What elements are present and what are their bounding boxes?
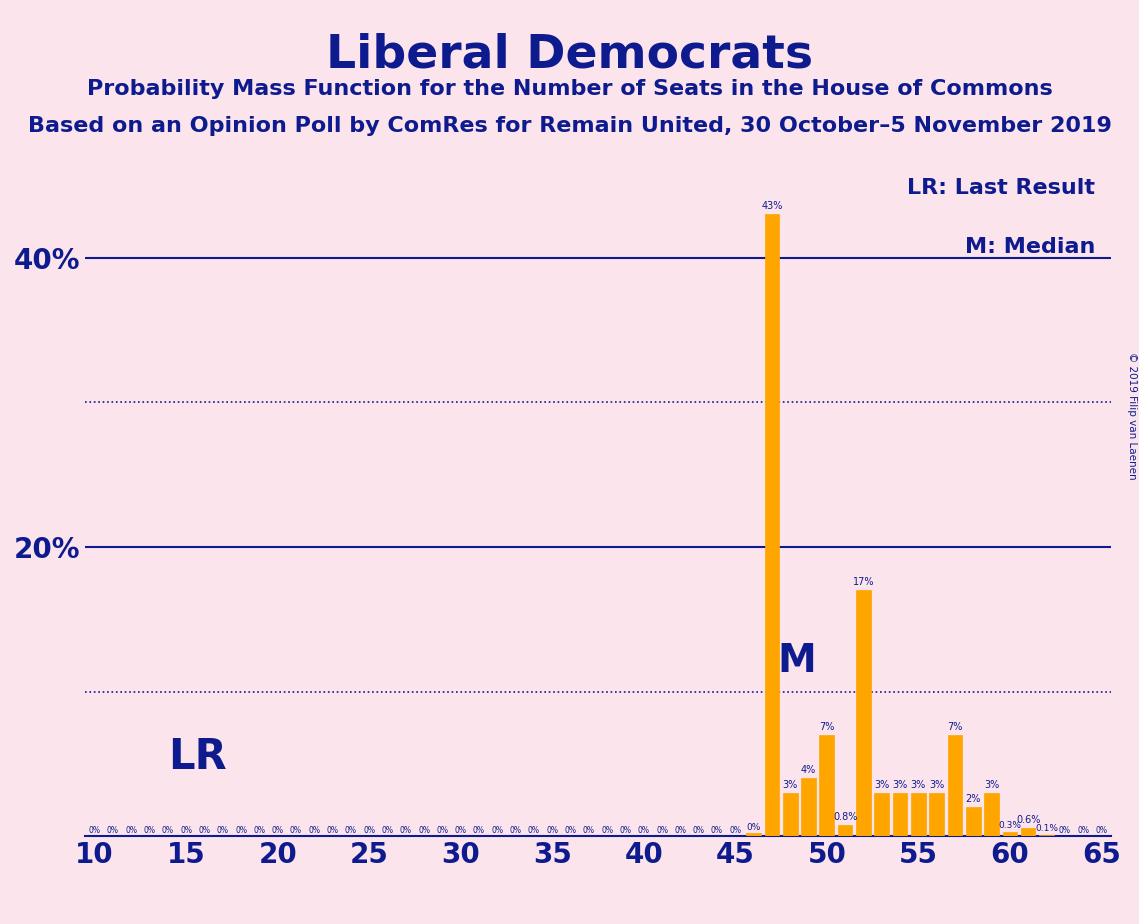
Text: 3%: 3% bbox=[929, 780, 944, 790]
Text: 17%: 17% bbox=[853, 578, 874, 588]
Bar bbox=[1039, 834, 1054, 836]
Text: 0%: 0% bbox=[89, 826, 100, 834]
Text: 0%: 0% bbox=[527, 826, 540, 834]
Text: M: M bbox=[777, 642, 817, 680]
Text: 0.8%: 0.8% bbox=[833, 812, 858, 821]
Text: 3%: 3% bbox=[911, 780, 926, 790]
Text: 0%: 0% bbox=[1059, 826, 1071, 834]
Text: 0%: 0% bbox=[547, 826, 558, 834]
Text: 0%: 0% bbox=[711, 826, 723, 834]
Text: 0%: 0% bbox=[473, 826, 485, 834]
Text: Liberal Democrats: Liberal Democrats bbox=[326, 32, 813, 78]
Bar bbox=[782, 793, 797, 836]
Text: 0%: 0% bbox=[180, 826, 192, 834]
Text: 0%: 0% bbox=[693, 826, 705, 834]
Text: 0%: 0% bbox=[1096, 826, 1107, 834]
Bar bbox=[1021, 828, 1035, 836]
Text: 7%: 7% bbox=[948, 722, 962, 732]
Text: 0%: 0% bbox=[565, 826, 576, 834]
Bar bbox=[1002, 832, 1017, 836]
Text: 0%: 0% bbox=[436, 826, 449, 834]
Text: 0%: 0% bbox=[144, 826, 156, 834]
Text: 3%: 3% bbox=[874, 780, 890, 790]
Text: 0%: 0% bbox=[235, 826, 247, 834]
Bar bbox=[764, 214, 779, 836]
Bar bbox=[801, 778, 816, 836]
Text: 0%: 0% bbox=[327, 826, 338, 834]
Bar bbox=[857, 590, 870, 836]
Text: 0%: 0% bbox=[620, 826, 631, 834]
Text: Probability Mass Function for the Number of Seats in the House of Commons: Probability Mass Function for the Number… bbox=[87, 79, 1052, 99]
Text: 0%: 0% bbox=[162, 826, 174, 834]
Text: 0%: 0% bbox=[746, 823, 761, 832]
Text: 0%: 0% bbox=[418, 826, 431, 834]
Text: 0%: 0% bbox=[216, 826, 229, 834]
Text: 0.6%: 0.6% bbox=[1016, 815, 1040, 824]
Bar bbox=[966, 808, 981, 836]
Bar bbox=[819, 735, 834, 836]
Text: 3%: 3% bbox=[892, 780, 908, 790]
Text: M: Median: M: Median bbox=[965, 237, 1096, 258]
Text: © 2019 Filip van Laenen: © 2019 Filip van Laenen bbox=[1126, 352, 1137, 480]
Text: 0%: 0% bbox=[253, 826, 265, 834]
Text: Based on an Opinion Poll by ComRes for Remain United, 30 October–5 November 2019: Based on an Opinion Poll by ComRes for R… bbox=[27, 116, 1112, 136]
Text: 0.3%: 0.3% bbox=[999, 821, 1022, 831]
Text: 0%: 0% bbox=[107, 826, 118, 834]
Text: 43%: 43% bbox=[761, 201, 782, 212]
Bar bbox=[929, 793, 944, 836]
Text: 0%: 0% bbox=[400, 826, 412, 834]
Bar bbox=[911, 793, 926, 836]
Text: 0%: 0% bbox=[271, 826, 284, 834]
Text: 0%: 0% bbox=[674, 826, 687, 834]
Text: 0%: 0% bbox=[638, 826, 649, 834]
Text: 0%: 0% bbox=[729, 826, 741, 834]
Text: 0%: 0% bbox=[656, 826, 669, 834]
Text: 0%: 0% bbox=[345, 826, 357, 834]
Text: 0%: 0% bbox=[198, 826, 211, 834]
Text: 4%: 4% bbox=[801, 765, 817, 775]
Text: 7%: 7% bbox=[819, 722, 835, 732]
Text: 3%: 3% bbox=[984, 780, 999, 790]
Text: 0%: 0% bbox=[454, 826, 467, 834]
Text: 0%: 0% bbox=[290, 826, 302, 834]
Text: 0.1%: 0.1% bbox=[1035, 824, 1058, 833]
Text: 0%: 0% bbox=[125, 826, 137, 834]
Bar bbox=[893, 793, 908, 836]
Text: 0%: 0% bbox=[583, 826, 595, 834]
Bar bbox=[984, 793, 999, 836]
Text: 0%: 0% bbox=[601, 826, 613, 834]
Bar bbox=[875, 793, 890, 836]
Text: 0%: 0% bbox=[309, 826, 320, 834]
Text: 0%: 0% bbox=[1077, 826, 1089, 834]
Text: LR: LR bbox=[167, 736, 227, 778]
Text: LR: Last Result: LR: Last Result bbox=[907, 177, 1096, 198]
Bar bbox=[838, 824, 852, 836]
Text: 0%: 0% bbox=[363, 826, 375, 834]
Text: 2%: 2% bbox=[966, 795, 981, 805]
Bar bbox=[948, 735, 962, 836]
Bar bbox=[746, 833, 761, 836]
Text: 0%: 0% bbox=[491, 826, 503, 834]
Text: 0%: 0% bbox=[509, 826, 522, 834]
Text: 3%: 3% bbox=[782, 780, 797, 790]
Text: 0%: 0% bbox=[382, 826, 393, 834]
